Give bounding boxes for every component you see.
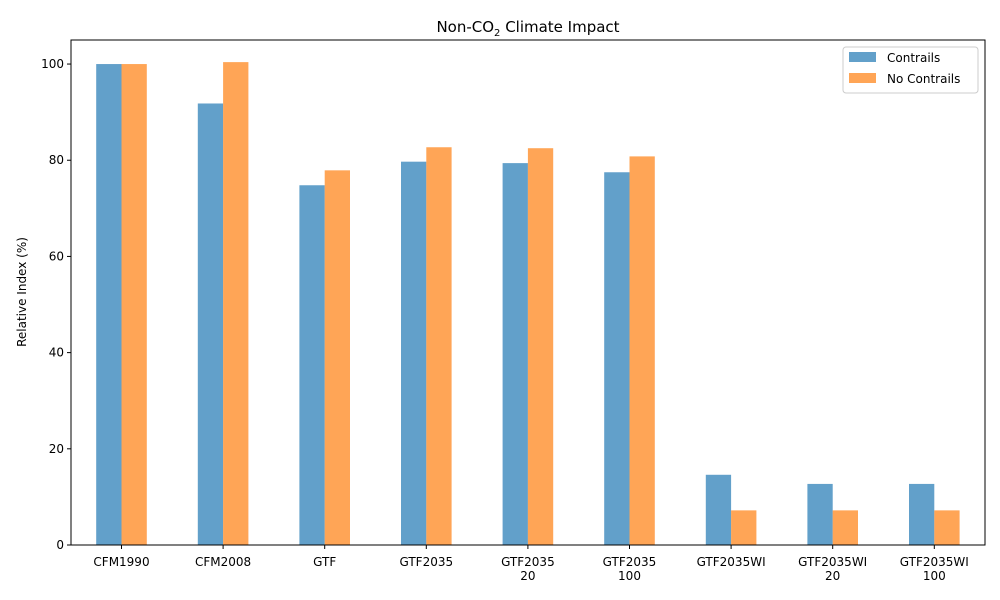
y-axis: 0 20 40 60 80 100 (41, 57, 71, 552)
bars-group (96, 62, 960, 546)
chart-title: Non-CO2 Climate Impact (436, 18, 619, 39)
bar-contrails-7 (705, 474, 732, 545)
bar-contrails-9 (909, 483, 935, 545)
bar-no-contrails-4 (426, 147, 452, 545)
legend-label-no-contrails: No Contrails (887, 72, 960, 86)
x-tick-label-line: 20 (520, 569, 535, 583)
bar-no-contrails-6 (629, 156, 655, 545)
x-tick-label-line: GTF2035 (501, 555, 555, 569)
chart-title-main: Non-CO (436, 18, 494, 36)
y-tick-label: 80 (49, 153, 64, 167)
bar-no-contrails-9 (934, 510, 960, 545)
x-tick-label: GTF (313, 555, 336, 569)
bar-no-contrails-1 (121, 64, 147, 546)
x-tick-label-line: GTF2035 (603, 555, 657, 569)
x-tick-label: GTF2035WI (697, 555, 766, 569)
bar-contrails-5 (502, 163, 528, 545)
x-tick-label-line: GTF2035WI (900, 555, 969, 569)
legend-swatch-contrails (849, 52, 876, 62)
bar-contrails-3 (299, 185, 325, 545)
y-tick-label: 60 (49, 249, 64, 263)
x-tick-label-line: CFM2008 (195, 555, 251, 569)
bar-no-contrails-7 (731, 510, 757, 545)
x-tick-label-line: GTF2035 (399, 555, 453, 569)
x-tick-label: GTF2035 (399, 555, 453, 569)
x-tick-label-line: CFM1990 (93, 555, 149, 569)
bar-no-contrails-3 (324, 170, 350, 545)
x-tick-label-line: GTF (313, 555, 336, 569)
bar-no-contrails-5 (527, 148, 554, 545)
x-tick-label: GTF2035 100 (603, 555, 657, 583)
x-tick-label: CFM1990 (93, 555, 149, 569)
legend-label-contrails: Contrails (887, 51, 940, 65)
bar-no-contrails-8 (832, 510, 858, 545)
x-tick-label-line: 100 (618, 569, 641, 583)
x-tick-label-line: GTF2035WI (798, 555, 867, 569)
x-tick-label-line: 20 (825, 569, 840, 583)
x-tick-label-line: GTF2035WI (697, 555, 766, 569)
y-tick-label: 40 (49, 346, 64, 360)
y-tick-label: 100 (41, 57, 64, 71)
bar-no-contrails-2 (223, 62, 249, 546)
chart-title-subscript: 2 (494, 28, 500, 39)
x-tick-label: GTF2035WI 20 (798, 555, 867, 583)
bar-contrails-4 (401, 161, 427, 545)
x-tick-label: CFM2008 (195, 555, 251, 569)
legend-swatch-no-contrails (849, 73, 876, 83)
x-axis: CFM1990 CFM2008 GTF GTF2035 GTF2035 20GTF2035… (93, 545, 969, 583)
bar-contrails-2 (197, 103, 224, 546)
bar-contrails-8 (807, 483, 833, 545)
legend-box (842, 46, 979, 94)
bar-contrails-6 (604, 172, 630, 545)
y-tick-label: 20 (49, 442, 64, 456)
x-tick-label: GTF2035WI 100 (900, 555, 969, 583)
y-axis-label: Relative Index (%) (15, 237, 29, 347)
x-tick-label: GTF2035 20 (501, 555, 555, 583)
x-tick-label-line: 100 (923, 569, 946, 583)
bar-contrails-1 (96, 64, 122, 546)
chart-title-suffix: Climate Impact (500, 18, 619, 36)
y-tick-label: 0 (56, 538, 64, 552)
legend: Contrails No Contrails (842, 46, 979, 94)
